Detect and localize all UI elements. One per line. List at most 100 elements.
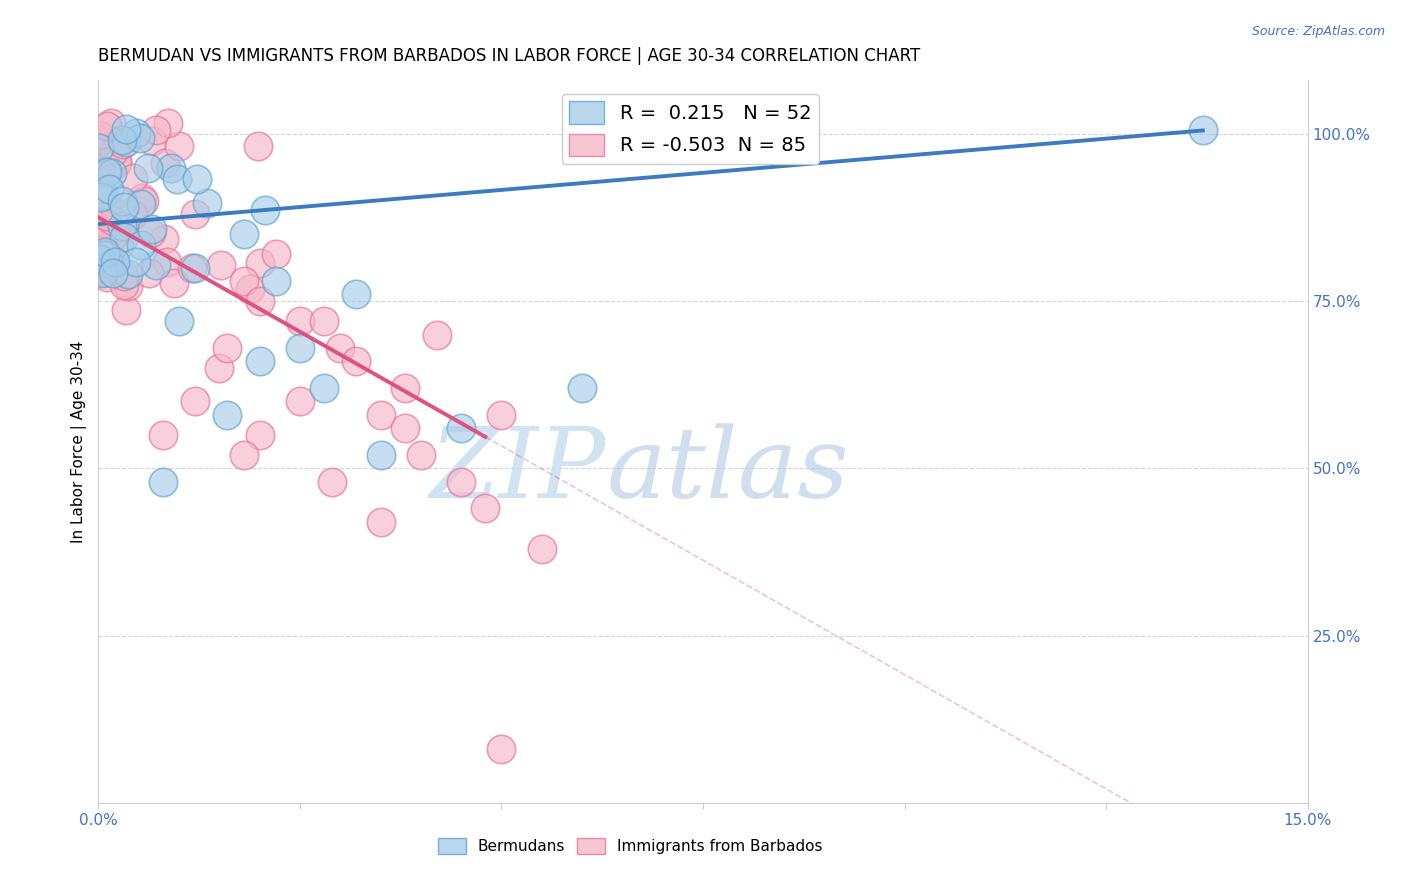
Point	[314, 314, 336, 328]
Point	[163, 276, 186, 290]
Point	[153, 232, 176, 246]
Point	[159, 161, 181, 176]
Point	[100, 116, 122, 130]
Point	[249, 427, 271, 442]
Point	[111, 219, 134, 233]
Point	[249, 256, 271, 270]
Point	[247, 138, 270, 153]
Point	[288, 341, 311, 355]
Point	[112, 220, 135, 235]
Point	[217, 341, 239, 355]
Point	[195, 195, 218, 210]
Point	[474, 501, 496, 516]
Point	[450, 421, 472, 435]
Point	[117, 267, 139, 281]
Point	[104, 226, 127, 240]
Point	[157, 115, 180, 129]
Point	[94, 245, 117, 260]
Point	[101, 230, 124, 244]
Point	[91, 252, 114, 267]
Point	[394, 421, 416, 435]
Point	[329, 341, 352, 355]
Point	[101, 266, 124, 280]
Point	[264, 274, 287, 288]
Point	[96, 119, 118, 133]
Point	[288, 394, 311, 409]
Point	[129, 197, 152, 211]
Point	[111, 194, 134, 208]
Text: BERMUDAN VS IMMIGRANTS FROM BARBADOS IN LABOR FORCE | AGE 30-34 CORRELATION CHAR: BERMUDAN VS IMMIGRANTS FROM BARBADOS IN …	[98, 47, 921, 65]
Point	[114, 229, 136, 244]
Point	[105, 156, 128, 170]
Point	[209, 258, 232, 272]
Point	[129, 238, 152, 252]
Point	[114, 302, 136, 317]
Point	[184, 207, 207, 221]
Point	[166, 171, 188, 186]
Point	[156, 254, 179, 268]
Point	[96, 270, 118, 285]
Point	[491, 742, 513, 756]
Point	[112, 268, 135, 283]
Point	[1191, 123, 1213, 137]
Point	[97, 245, 120, 260]
Point	[153, 156, 176, 170]
Point	[344, 354, 367, 368]
Point	[208, 361, 231, 376]
Point	[152, 475, 174, 489]
Point	[141, 222, 163, 236]
Point	[114, 135, 136, 149]
Point	[96, 259, 118, 273]
Point	[314, 381, 336, 395]
Legend: Bermudans, Immigrants from Barbados: Bermudans, Immigrants from Barbados	[432, 832, 828, 860]
Point	[232, 227, 254, 242]
Point	[89, 128, 111, 142]
Point	[321, 475, 343, 489]
Point	[105, 153, 128, 168]
Point	[264, 247, 287, 261]
Point	[426, 327, 449, 342]
Point	[110, 207, 132, 221]
Point	[450, 475, 472, 489]
Text: atlas: atlas	[606, 423, 849, 518]
Point	[105, 136, 128, 150]
Point	[136, 161, 159, 176]
Point	[121, 208, 143, 222]
Point	[90, 190, 112, 204]
Y-axis label: In Labor Force | Age 30-34: In Labor Force | Age 30-34	[72, 340, 87, 543]
Point	[138, 266, 160, 280]
Point	[93, 187, 115, 202]
Point	[152, 427, 174, 442]
Point	[93, 265, 115, 279]
Point	[103, 144, 125, 158]
Point	[530, 541, 553, 556]
Point	[128, 131, 150, 145]
Point	[97, 181, 120, 195]
Point	[94, 248, 117, 262]
Point	[239, 282, 262, 296]
Point	[217, 408, 239, 422]
Point	[167, 139, 190, 153]
Point	[96, 145, 118, 159]
Point	[232, 274, 254, 288]
Point	[370, 448, 392, 462]
Point	[132, 194, 155, 209]
Point	[104, 255, 127, 269]
Point	[288, 314, 311, 328]
Point	[89, 141, 111, 155]
Point	[101, 166, 124, 180]
Point	[94, 218, 117, 232]
Point	[344, 287, 367, 301]
Point	[145, 259, 167, 273]
Point	[112, 278, 135, 293]
Point	[122, 170, 145, 185]
Point	[167, 314, 190, 328]
Point	[145, 122, 167, 136]
Point	[98, 261, 121, 276]
Point	[112, 200, 135, 214]
Point	[370, 408, 392, 422]
Point	[125, 254, 148, 268]
Point	[90, 162, 112, 177]
Point	[90, 233, 112, 247]
Point	[254, 202, 277, 217]
